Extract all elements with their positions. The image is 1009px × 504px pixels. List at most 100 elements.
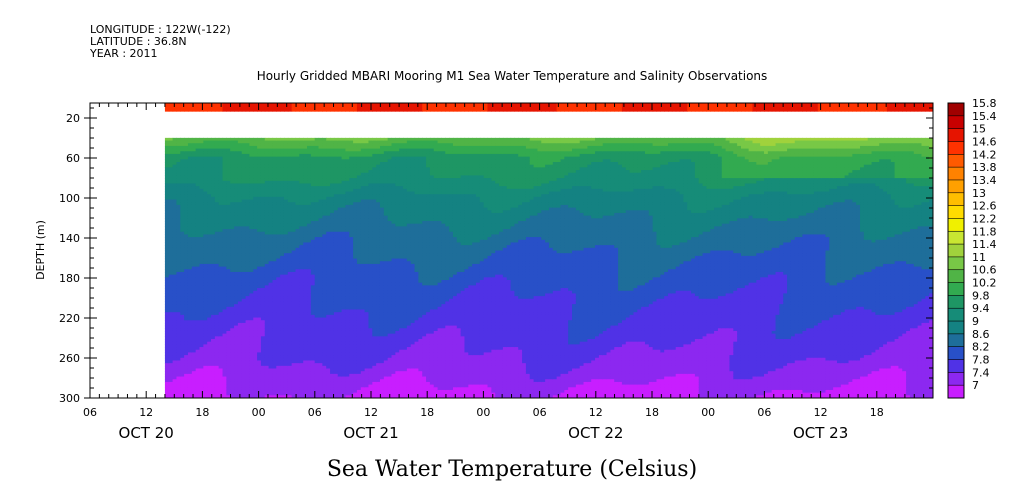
heatmap-cell [299, 167, 304, 171]
heatmap-cell [322, 210, 327, 214]
heatmap-cell [299, 314, 304, 319]
heatmap-cell [341, 242, 347, 246]
heatmap-cell [260, 395, 266, 398]
heatmap-cell [199, 298, 204, 303]
heatmap-cell [295, 261, 300, 265]
heatmap-cell [349, 269, 354, 273]
heatmap-cell [203, 194, 208, 198]
heatmap-cell [283, 387, 289, 391]
heatmap-cell [318, 188, 323, 193]
heatmap-cell [322, 347, 327, 351]
heatmap-cell [214, 226, 220, 230]
heatmap-cell [164, 314, 170, 319]
heatmap-cell [164, 247, 170, 252]
heatmap-cell [268, 306, 274, 311]
heatmap-cell [218, 242, 224, 246]
heatmap-cell [180, 196, 185, 201]
heatmap-cell [349, 258, 354, 262]
heatmap-cell [222, 145, 227, 150]
heatmap-cell [337, 215, 343, 219]
heatmap-cell [333, 143, 339, 147]
heatmap-cell [226, 341, 231, 345]
heatmap-cell [180, 167, 185, 171]
heatmap-cell [287, 245, 293, 249]
heatmap-cell [295, 363, 300, 367]
heatmap-cell [245, 255, 251, 260]
heatmap-cell [314, 172, 320, 177]
heatmap-cell [283, 242, 289, 246]
heatmap-cell [164, 175, 170, 179]
heatmap-cell [272, 137, 277, 142]
heatmap-cell [349, 105, 354, 109]
heatmap-cell [303, 210, 308, 214]
heatmap-cell [280, 170, 285, 174]
heatmap-cell [241, 304, 247, 308]
heatmap-cell [349, 103, 354, 107]
heatmap-cell [234, 253, 239, 257]
heatmap-cell [214, 341, 220, 345]
heatmap-cell [237, 365, 243, 370]
heatmap-cell [237, 344, 243, 348]
heatmap-cell [322, 237, 327, 241]
heatmap-cell [187, 103, 193, 107]
heatmap-cell [253, 376, 258, 380]
heatmap-cell [234, 199, 239, 203]
heatmap-cell [168, 105, 174, 109]
heatmap-cell [287, 196, 293, 201]
heatmap-cell [230, 204, 235, 209]
heatmap-cell [307, 365, 312, 370]
heatmap-cell [345, 280, 350, 284]
heatmap-cell [257, 357, 262, 362]
heatmap-cell [260, 191, 266, 195]
heatmap-cell [349, 325, 354, 329]
heatmap-cell [345, 247, 350, 252]
heatmap-cell [249, 317, 254, 321]
heatmap-cell [184, 239, 189, 244]
heatmap-cell [257, 389, 262, 394]
heatmap-cell [291, 320, 297, 324]
heatmap-cell [230, 392, 235, 396]
heatmap-cell [264, 339, 270, 343]
heatmap-cell [237, 333, 243, 337]
heatmap-cell [257, 325, 262, 329]
heatmap-cell [318, 231, 323, 236]
heatmap-cell [310, 170, 316, 174]
heatmap-cell [226, 357, 231, 362]
heatmap-cell [345, 371, 350, 375]
heatmap-cell [249, 277, 254, 281]
heatmap-cell [307, 196, 312, 201]
heatmap-cell [314, 210, 320, 214]
heatmap-cell [230, 285, 235, 289]
heatmap-cell [222, 148, 227, 152]
heatmap-cell [272, 253, 277, 257]
heatmap-cell [184, 384, 189, 388]
heatmap-cell [237, 188, 243, 193]
heatmap-cell [345, 196, 350, 201]
heatmap-cell [180, 282, 185, 286]
heatmap-cell [207, 247, 212, 252]
heatmap-cell [291, 183, 297, 187]
heatmap-cell [287, 376, 293, 380]
heatmap-cell [191, 239, 197, 244]
heatmap-cell [211, 159, 216, 163]
heatmap-cell [249, 347, 254, 351]
heatmap-cell [203, 180, 208, 185]
heatmap-cell [264, 183, 270, 187]
heatmap-cell [249, 368, 254, 372]
heatmap-cell [314, 253, 320, 257]
heatmap-cell [345, 239, 350, 244]
heatmap-cell [234, 143, 239, 147]
heatmap-cell [176, 336, 181, 340]
heatmap-cell [283, 183, 289, 187]
heatmap-cell [268, 172, 274, 177]
heatmap-cell [176, 266, 181, 270]
heatmap-cell [176, 151, 181, 155]
heatmap-cell [187, 317, 193, 321]
heatmap-cell [257, 301, 262, 305]
heatmap-cell [222, 218, 227, 222]
heatmap-cell [214, 204, 220, 209]
heatmap-cell [326, 322, 331, 327]
heatmap-cell [353, 298, 358, 303]
heatmap-cell [180, 226, 185, 230]
heatmap-cell [283, 167, 289, 171]
